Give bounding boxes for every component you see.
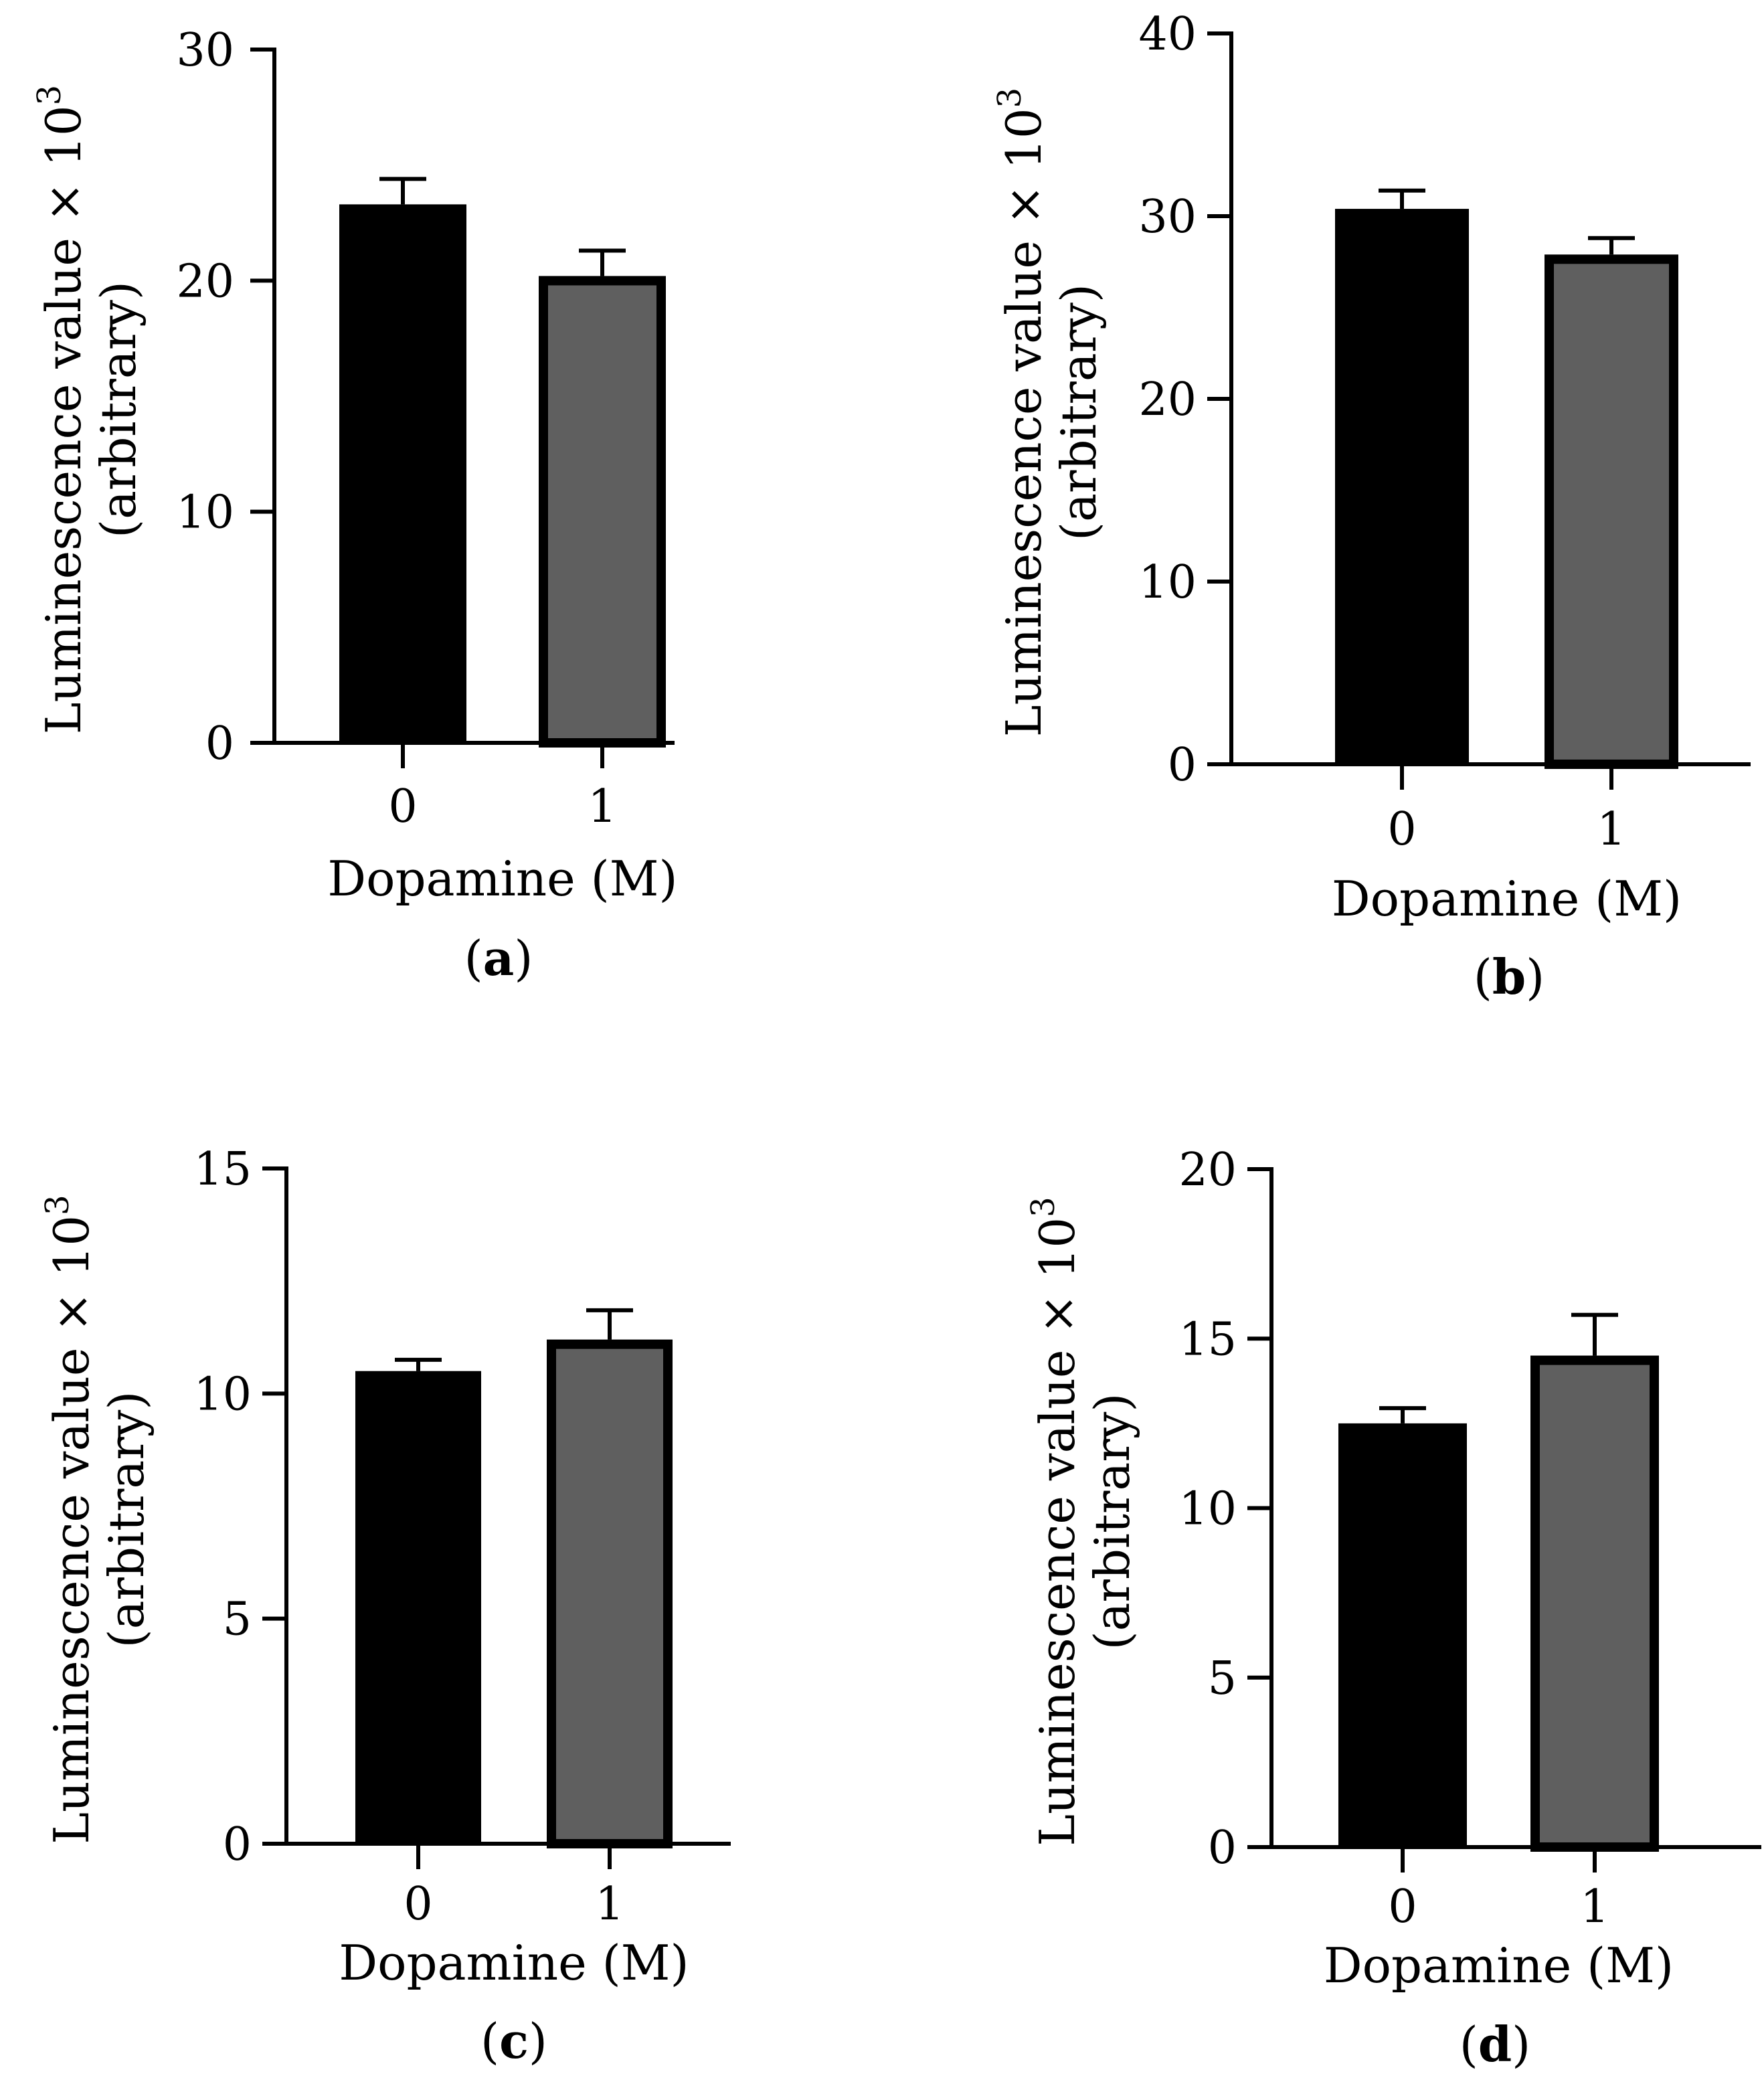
x-axis-title: Dopamine (M) xyxy=(327,851,677,907)
y-axis-title: Luminescence value × 103 (arbitrary) xyxy=(39,1195,155,1844)
panel-label-open: ( xyxy=(480,2013,499,2069)
panel-label-close: ) xyxy=(529,2013,547,2069)
panel-label-open: ( xyxy=(1474,949,1492,1005)
y-tick-label-20: 20 xyxy=(1178,1144,1237,1197)
y-axis-title-exponent: 3 xyxy=(39,1195,76,1215)
y-axis-title: Luminescence value × 103 (arbitrary) xyxy=(991,88,1107,737)
panel-label-close: ) xyxy=(1512,2016,1530,2073)
y-tick-label-40: 40 xyxy=(1138,8,1197,61)
x-tick-label-0: 0 xyxy=(1387,803,1416,856)
error-bar-b-1 xyxy=(1588,236,1635,255)
bar-b-1 xyxy=(1545,254,1678,769)
panel-label-close: ) xyxy=(514,930,533,986)
y-tick-label-0: 0 xyxy=(223,1818,252,1871)
y-tick-label-10: 10 xyxy=(1138,556,1197,609)
y-tick-label-0: 0 xyxy=(205,717,234,770)
panel-label-close: ) xyxy=(1526,949,1545,1005)
error-bar-c-0 xyxy=(395,1357,442,1371)
panel-label-letter: d xyxy=(1478,2016,1512,2073)
bar-d-1 xyxy=(1530,1355,1659,1852)
y-axis-title-line1: Luminescence value × 10 xyxy=(35,105,92,734)
y-axis-title-line2: (arbitrary) xyxy=(90,281,147,538)
y-tick-label-10: 10 xyxy=(176,487,234,539)
error-bar-b-0 xyxy=(1379,188,1425,209)
y-tick-label-5: 5 xyxy=(223,1593,252,1646)
x-axis-title: Dopamine (M) xyxy=(1324,1937,1674,1994)
x-tick-label-1: 1 xyxy=(588,780,616,833)
error-bar-d-0 xyxy=(1379,1406,1426,1423)
x-tick-label-1: 1 xyxy=(1597,803,1625,856)
x-tick-label-0: 0 xyxy=(1388,1881,1417,1933)
bar-c-1 xyxy=(547,1339,673,1848)
error-bar-c-1 xyxy=(586,1308,633,1340)
panel-label-letter: c xyxy=(499,2012,529,2069)
y-tick-label-0: 0 xyxy=(1168,739,1197,792)
y-tick-label-30: 30 xyxy=(1138,191,1197,244)
x-tick-label-0: 0 xyxy=(404,1878,432,1931)
panel-label-open: ( xyxy=(464,930,483,986)
y-axis-title-exponent: 3 xyxy=(991,88,1029,108)
bar-c-0 xyxy=(355,1371,481,1844)
y-tick-label-20: 20 xyxy=(1138,373,1197,426)
y-tick-label-0: 0 xyxy=(1208,1822,1237,1875)
y-axis-title: Luminescence value × 103 (arbitrary) xyxy=(31,85,147,734)
y-axis-title-exponent: 3 xyxy=(31,85,68,106)
y-axis-title-line1: Luminescence value × 10 xyxy=(1029,1217,1085,1846)
y-axis-title-line2: (arbitrary) xyxy=(1084,1393,1140,1650)
error-bar-a-1 xyxy=(579,248,626,276)
y-tick-label-15: 15 xyxy=(1178,1313,1237,1366)
x-tick-label-0: 0 xyxy=(388,780,417,833)
y-tick-label-10: 10 xyxy=(193,1368,252,1421)
y-axis-title-line2: (arbitrary) xyxy=(98,1391,155,1648)
y-axis-title-line1: Luminescence value × 10 xyxy=(43,1215,100,1844)
y-axis-title-line2: (arbitrary) xyxy=(1051,284,1107,541)
bar-a-1 xyxy=(539,276,666,748)
bar-d-0 xyxy=(1338,1423,1467,1847)
panel-label-open: ( xyxy=(1460,2016,1478,2073)
y-tick-label-5: 5 xyxy=(1208,1652,1237,1705)
y-tick-label-10: 10 xyxy=(1178,1483,1237,1536)
bar-b-0 xyxy=(1335,209,1469,765)
panel-label-letter: b xyxy=(1492,948,1526,1005)
x-tick-label-1: 1 xyxy=(595,1878,624,1931)
y-axis-title-exponent: 3 xyxy=(1025,1197,1062,1217)
y-tick-label-15: 15 xyxy=(193,1143,252,1196)
x-axis-title: Dopamine (M) xyxy=(1332,871,1682,927)
panel-label-letter: a xyxy=(483,930,515,986)
chart-panel-b: 0 10 20 30 40 0 1 Dopamine (M) Luminescence valu… xyxy=(991,8,1751,1005)
x-tick-label-1: 1 xyxy=(1580,1881,1609,1933)
y-tick-label-20: 20 xyxy=(176,255,234,308)
panel-label: (a) xyxy=(464,930,533,986)
panel-label: (c) xyxy=(480,2012,547,2069)
panel-label: (d) xyxy=(1460,2016,1531,2073)
y-tick-label-30: 30 xyxy=(176,24,234,77)
y-axis-title-line1: Luminescence value × 10 xyxy=(996,108,1052,737)
x-axis-title: Dopamine (M) xyxy=(339,1935,689,1991)
y-axis-title: Luminescence value × 103 (arbitrary) xyxy=(1025,1197,1140,1846)
error-bar-a-0 xyxy=(379,177,426,205)
panel-label: (b) xyxy=(1474,948,1545,1005)
bar-a-0 xyxy=(339,204,466,744)
chart-panel-a: 0 10 20 30 0 1 Dopamine (M) Luminescence value … xyxy=(31,24,678,986)
error-bar-d-1 xyxy=(1571,1312,1618,1356)
